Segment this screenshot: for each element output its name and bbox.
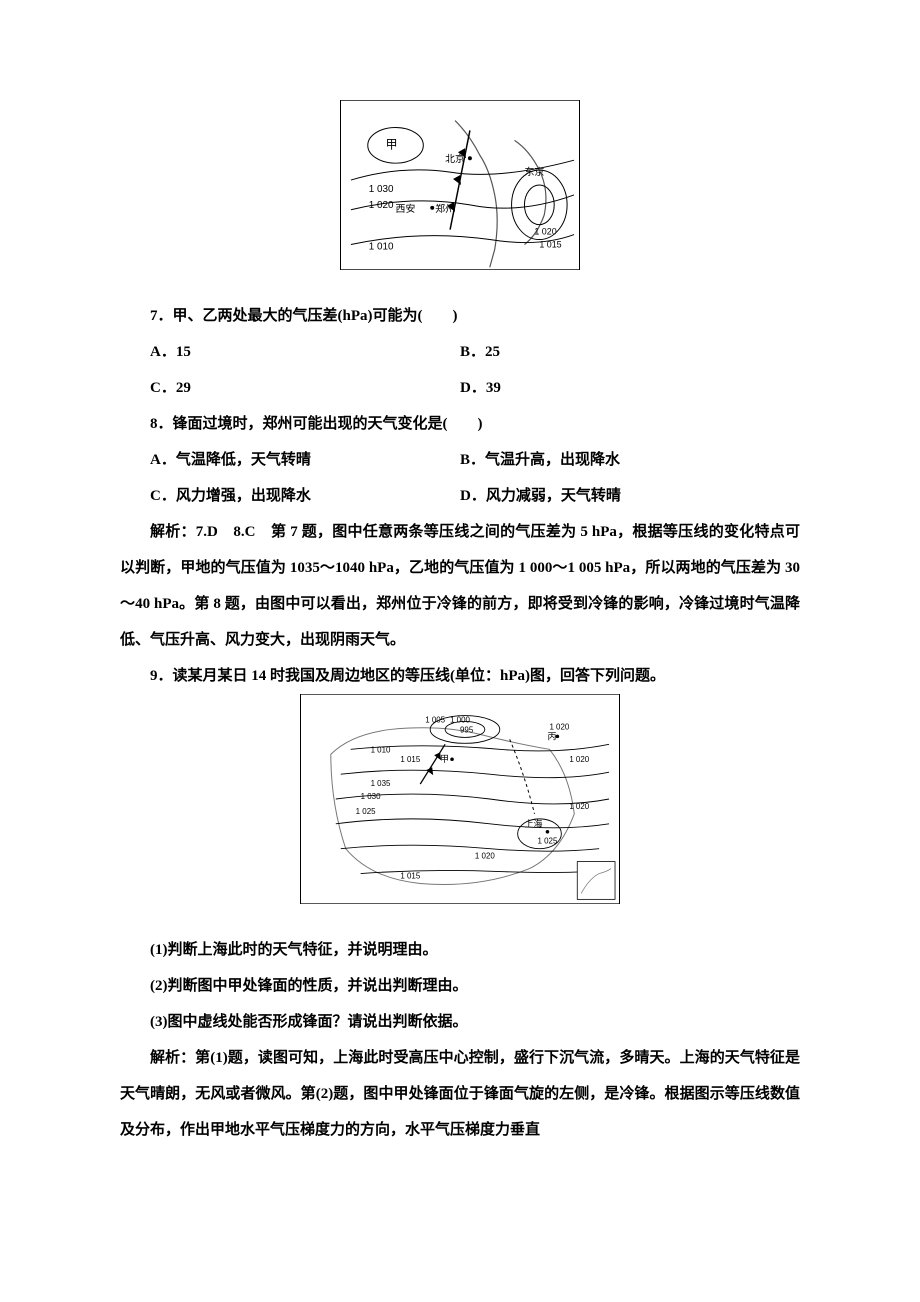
svg-text:1 015: 1 015: [539, 239, 561, 249]
svg-text:甲: 甲: [440, 754, 449, 764]
figure-1: 甲 1 030 北京 东京 西安 郑州 1 020 1 010 1 020 1 …: [340, 100, 580, 270]
q7-opt-c: C．29: [120, 370, 460, 406]
q8-opt-d: D．风力减弱，天气转晴: [460, 478, 800, 514]
svg-text:1 025: 1 025: [538, 837, 558, 846]
q8-options-row1: A．气温降低，天气转晴 B．气温升高，出现降水: [120, 442, 800, 478]
q7-opt-b: B．25: [460, 334, 800, 370]
svg-text:郑州: 郑州: [435, 202, 455, 215]
svg-text:北京: 北京: [445, 152, 465, 165]
svg-text:东京: 东京: [524, 165, 544, 178]
q9-sub1: (1)判断上海此时的天气特征，并说明理由。: [120, 932, 800, 968]
figure-2: 1 005 1 000 995 1 020 丙 1 010 1 015 甲 1 …: [300, 694, 620, 904]
svg-text:1 000: 1 000: [450, 715, 470, 724]
svg-text:995: 995: [460, 725, 474, 734]
q7-opt-a: A．15: [120, 334, 460, 370]
svg-text:1 020: 1 020: [569, 755, 589, 764]
q7-stem: 7．甲、乙两处最大的气压差(hPa)可能为( ): [120, 298, 800, 334]
svg-text:甲: 甲: [386, 137, 398, 151]
svg-text:1 030: 1 030: [361, 792, 381, 801]
figure-1-container: 甲 1 030 北京 东京 西安 郑州 1 020 1 010 1 020 1 …: [120, 100, 800, 270]
q8-options-row2: C．风力增强，出现降水 D．风力减弱，天气转晴: [120, 478, 800, 514]
svg-text:1 005: 1 005: [425, 715, 445, 724]
figure-2-container: 1 005 1 000 995 1 020 丙 1 010 1 015 甲 1 …: [120, 694, 800, 904]
svg-text:1 010: 1 010: [369, 241, 394, 252]
svg-text:西安: 西安: [396, 202, 416, 215]
q9-sub3: (3)图中虚线处能否形成锋面？请说出判断依据。: [120, 1004, 800, 1040]
svg-text:上海: 上海: [525, 818, 543, 829]
q9-stem: 9．读某月某日 14 时我国及周边地区的等压线(单位：hPa)图，回答下列问题。: [120, 658, 800, 694]
svg-text:1 010: 1 010: [371, 745, 391, 754]
svg-text:1 025: 1 025: [356, 807, 376, 816]
svg-text:1 020: 1 020: [534, 227, 556, 237]
svg-text:1 020: 1 020: [569, 802, 589, 811]
svg-text:1 015: 1 015: [400, 755, 420, 764]
svg-text:丙: 丙: [547, 731, 556, 741]
svg-text:1 015: 1 015: [400, 872, 420, 881]
svg-text:1 020: 1 020: [549, 722, 569, 731]
svg-text:1 020: 1 020: [369, 200, 394, 211]
svg-text:1 030: 1 030: [369, 184, 394, 195]
q8-opt-b: B．气温升高，出现降水: [460, 442, 800, 478]
svg-text:1 035: 1 035: [371, 779, 391, 788]
q8-stem: 8．锋面过境时，郑州可能出现的天气变化是( ): [120, 406, 800, 442]
q8-opt-a: A．气温降低，天气转晴: [120, 442, 460, 478]
isobar-map-1: 甲 1 030 北京 东京 西安 郑州 1 020 1 010 1 020 1 …: [341, 100, 579, 270]
analysis-9: 解析：第(1)题，读图可知，上海此时受高压中心控制，盛行下沉气流，多晴天。上海的…: [120, 1040, 800, 1148]
analysis-7-8: 解析：7.D 8.C 第 7 题，图中任意两条等压线之间的气压差为 5 hPa，…: [120, 514, 800, 658]
q9-sub2: (2)判断图中甲处锋面的性质，并说出判断理由。: [120, 968, 800, 1004]
q7-opt-d: D．39: [460, 370, 800, 406]
q8-opt-c: C．风力增强，出现降水: [120, 478, 460, 514]
q7-options-row1: A．15 B．25: [120, 334, 800, 370]
svg-text:1 020: 1 020: [475, 852, 495, 861]
isobar-map-2: 1 005 1 000 995 1 020 丙 1 010 1 015 甲 1 …: [301, 694, 619, 904]
q7-options-row2: C．29 D．39: [120, 370, 800, 406]
